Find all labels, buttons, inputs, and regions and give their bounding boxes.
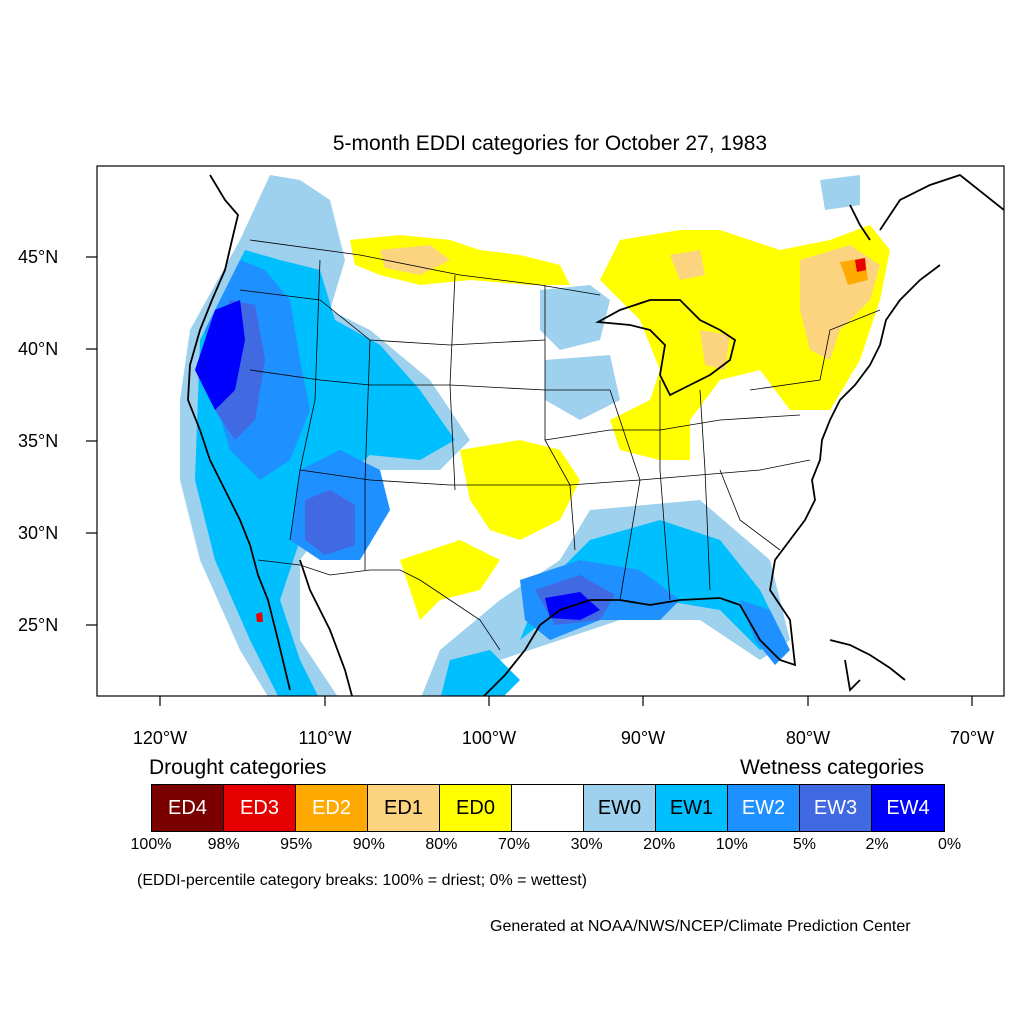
percentile-label: 98% xyxy=(207,836,240,853)
legend-cell-ed1: ED1 xyxy=(368,785,440,831)
lat-label-30: 30°N xyxy=(18,523,59,543)
state-line xyxy=(719,469,781,551)
lat-label-35: 35°N xyxy=(18,431,59,451)
legend-cell-ew1: EW1 xyxy=(656,785,728,831)
category-breaks-note: (EDDI-percentile category breaks: 100% =… xyxy=(137,872,587,889)
credit-line: Generated at NOAA/NWS/NCEP/Climate Predi… xyxy=(490,918,911,935)
gulf-atlantic-coastline xyxy=(299,264,941,696)
legend-cell-ed2: ED2 xyxy=(296,785,368,831)
state-line xyxy=(699,389,711,591)
axis-ticks xyxy=(86,256,973,706)
ed1-region xyxy=(700,330,730,370)
percentile-label: 80% xyxy=(425,836,458,853)
legend-cell-neutral xyxy=(512,785,584,831)
lon-label-80: 80°W xyxy=(785,728,831,748)
percentile-label: 2% xyxy=(865,836,889,853)
state-line xyxy=(749,309,881,391)
percentile-label: 5% xyxy=(792,836,816,853)
pacific-coastline xyxy=(187,174,291,691)
ew0-region xyxy=(540,285,610,350)
lat-label-40: 40°N xyxy=(18,339,59,359)
state-line xyxy=(544,285,576,551)
ew4-region xyxy=(195,300,245,410)
ew2-region xyxy=(740,600,790,665)
lon-label-100: 100°W xyxy=(461,728,517,748)
state-line xyxy=(289,259,321,541)
us-mexico-border xyxy=(257,559,501,651)
ed3-region xyxy=(256,612,263,622)
percentile-label: 20% xyxy=(643,836,676,853)
percentile-label: 30% xyxy=(570,836,603,853)
legend-cell-ew0: EW0 xyxy=(584,785,656,831)
legend-cell-ed4: ED4 xyxy=(152,785,224,831)
ed3-region xyxy=(855,258,866,272)
percentile-label: 0% xyxy=(938,836,962,853)
lon-label-120: 120°W xyxy=(132,728,188,748)
percentile-label: 100% xyxy=(130,836,172,853)
ew3-region xyxy=(305,490,355,555)
lat-label-25: 25°N xyxy=(18,615,59,635)
state-line xyxy=(659,380,671,601)
great-lakes xyxy=(594,299,737,397)
ew0-region xyxy=(820,175,860,210)
map-frame xyxy=(96,165,1005,697)
percentile-label: 70% xyxy=(497,836,531,853)
state-line xyxy=(364,339,371,570)
percentile-label: 95% xyxy=(280,836,313,853)
state-line xyxy=(609,389,641,601)
map-title: 5-month EDDI categories for October 27, … xyxy=(332,132,768,155)
category-shading xyxy=(180,175,890,696)
ew0-region xyxy=(545,355,620,420)
coastlines xyxy=(187,173,1004,696)
state-boundaries xyxy=(239,239,881,651)
percentile-label: 10% xyxy=(715,836,748,853)
wetness-categories-heading: Wetness categories xyxy=(740,756,925,779)
lon-label-90: 90°W xyxy=(620,728,666,748)
state-line xyxy=(249,369,610,391)
ed0-region xyxy=(400,540,500,620)
lon-label-110: 110°W xyxy=(298,728,352,748)
legend-cell-ed0: ED0 xyxy=(440,785,512,831)
bahamas-cuba xyxy=(829,639,906,692)
us-canada-border xyxy=(249,239,601,296)
legend-cell-ew3: EW3 xyxy=(800,785,872,831)
state-line xyxy=(449,274,456,491)
legend-cell-ew2: EW2 xyxy=(728,785,800,831)
state-line xyxy=(544,414,801,441)
ed1-region xyxy=(380,245,450,275)
percentile-label: 90% xyxy=(352,836,385,853)
drought-categories-heading: Drought categories xyxy=(149,756,327,779)
ed0-region xyxy=(460,440,580,540)
legend-cell-ew4: EW4 xyxy=(872,785,944,831)
lat-label-45: 45°N xyxy=(18,247,59,267)
ew1-region xyxy=(441,650,520,696)
category-legend: ED4 ED3 ED2 ED1 ED0 EW0 EW1 EW2 EW3 EW4 xyxy=(151,784,945,832)
ed1-region xyxy=(670,250,705,280)
legend-cell-ed3: ED3 xyxy=(224,785,296,831)
northeast-canada-coast xyxy=(849,173,1004,241)
lon-label-70: 70°W xyxy=(949,728,995,748)
